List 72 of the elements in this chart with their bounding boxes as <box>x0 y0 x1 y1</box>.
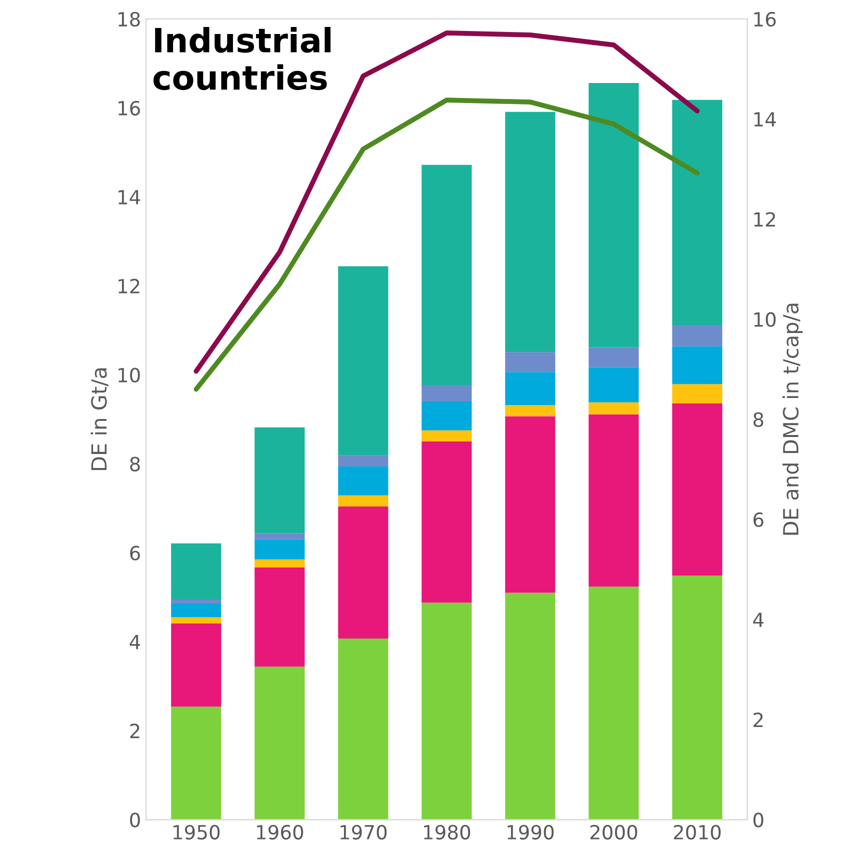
bar <box>672 384 722 404</box>
x-tick-label: 2000 <box>590 824 638 840</box>
bar <box>254 539 305 560</box>
y2-tick-label: 16 <box>754 12 776 27</box>
bar <box>422 442 472 603</box>
text: Industrial countries <box>153 26 331 90</box>
y-axis-title: DE in Gt/a <box>90 368 108 470</box>
bar <box>422 385 472 402</box>
bar <box>505 112 556 352</box>
y2-tick-label: 0 <box>753 812 764 828</box>
bar <box>254 533 305 540</box>
bar <box>171 599 222 604</box>
x-tick-label: 1970 <box>340 824 387 840</box>
bar <box>422 430 472 442</box>
y2-tick-label: 6 <box>754 512 764 528</box>
bar <box>505 405 556 416</box>
y2-tick-label: 2 <box>754 712 763 727</box>
bar <box>254 666 305 820</box>
bar <box>672 575 722 820</box>
bar <box>422 402 472 430</box>
line-series <box>194 98 700 392</box>
bar <box>588 414 639 587</box>
y-tick-label: 0 <box>130 812 140 828</box>
bar <box>505 352 556 372</box>
bar <box>422 164 472 386</box>
x-tick-label: 1980 <box>424 824 470 840</box>
y-tick-label: 18 <box>118 12 140 27</box>
bar <box>171 623 222 707</box>
bar <box>505 592 556 820</box>
bar <box>588 586 639 820</box>
bar <box>254 567 305 667</box>
bar <box>171 706 222 820</box>
x-tick-label: 1990 <box>508 824 554 840</box>
y-tick-label: 12 <box>118 278 140 294</box>
bar <box>672 325 722 346</box>
bar <box>254 427 305 534</box>
bar <box>338 638 388 820</box>
bar <box>254 559 305 568</box>
y-tick-label: 2 <box>130 724 140 738</box>
x-tick-label: 2010 <box>674 824 721 840</box>
bar <box>588 367 639 402</box>
y2-tick-label: 4 <box>753 612 764 627</box>
bar <box>672 100 722 325</box>
y2-tick-label: 8 <box>754 412 764 427</box>
x-tick-label: 1960 <box>257 824 304 840</box>
bar <box>338 455 388 466</box>
y-tick-label: 6 <box>130 546 140 560</box>
bar <box>588 83 639 348</box>
bar <box>338 466 388 496</box>
y2-tick-label: 10 <box>754 312 776 327</box>
bar <box>171 603 222 618</box>
bar <box>505 416 556 593</box>
y-tick-label: 4 <box>130 634 140 650</box>
y-tick-label: 16 <box>118 100 140 116</box>
bar <box>338 266 388 456</box>
y-tick-label: 10 <box>118 368 140 382</box>
bar <box>338 495 388 506</box>
bar <box>672 346 722 384</box>
y-tick-label: 8 <box>130 456 140 472</box>
bar <box>171 617 222 624</box>
bar <box>588 402 639 414</box>
y2-tick-label: 12 <box>754 212 775 227</box>
bar <box>422 602 472 820</box>
x-tick-label: 1950 <box>174 824 220 840</box>
bar <box>588 347 639 368</box>
y-tick-label: 14 <box>118 190 140 204</box>
bar <box>505 372 556 406</box>
y2-axis-title: DE and DMC in t/cap/a <box>782 304 803 535</box>
y2-tick-label: 14 <box>754 112 776 126</box>
bar <box>171 543 222 600</box>
bar <box>338 506 388 639</box>
bar <box>672 403 722 576</box>
